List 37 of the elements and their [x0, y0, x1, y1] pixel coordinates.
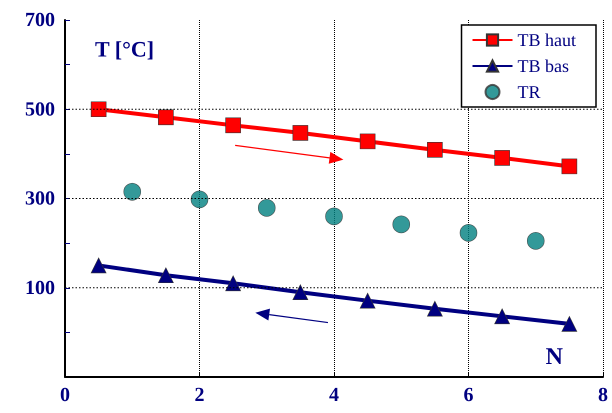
point: [392, 216, 410, 234]
x-tick-label: 8: [598, 384, 608, 406]
x-tick-label: 4: [329, 384, 339, 406]
y-tick-label: 100: [25, 276, 55, 299]
point: [427, 300, 443, 317]
point: [225, 275, 241, 292]
point: [360, 292, 376, 308]
x-tick-label: 0: [60, 384, 70, 406]
point: [494, 150, 510, 166]
point: [494, 308, 510, 324]
point: [325, 208, 343, 226]
y-tick-label: 500: [25, 98, 55, 120]
x-axis-title: N: [546, 344, 564, 370]
point: [526, 232, 545, 250]
point: [90, 101, 106, 118]
legend-label: TR: [518, 82, 541, 102]
point: [258, 199, 276, 217]
point: [225, 118, 241, 134]
x-tick-label: 2: [194, 384, 204, 406]
y-tick-label: 700: [25, 9, 55, 31]
x-tick-label: 6: [464, 384, 474, 406]
point: [562, 158, 578, 174]
legend-label: TB bas: [518, 56, 570, 76]
point: [158, 267, 174, 284]
point: [190, 190, 208, 208]
point: [292, 125, 308, 141]
point: [292, 284, 308, 300]
y-tick-label: 300: [25, 188, 55, 210]
point: [360, 134, 376, 150]
point: [460, 224, 478, 242]
y-axis-title: T [°C]: [95, 36, 154, 62]
point: [123, 183, 142, 201]
point: [90, 258, 106, 274]
point: [158, 109, 174, 126]
legend-label: TB haut: [518, 30, 576, 50]
point: [562, 316, 578, 332]
point: [427, 142, 443, 158]
